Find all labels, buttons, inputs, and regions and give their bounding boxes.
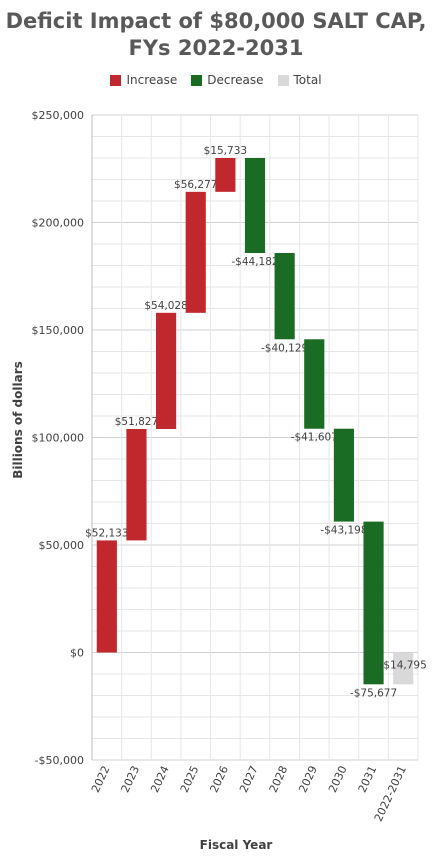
bar-2031 xyxy=(363,521,384,685)
legend-swatch-total xyxy=(277,74,289,86)
y-tick-label: $250,000 xyxy=(32,109,85,122)
bar-2023 xyxy=(126,428,147,541)
bar-2024 xyxy=(156,312,177,429)
x-axis-label: Fiscal Year xyxy=(199,838,273,852)
legend-item-total: Total xyxy=(277,73,322,87)
legend-item-decrease: Decrease xyxy=(191,73,264,87)
x-tick-label: 2028 xyxy=(267,764,291,795)
x-tick-label: 2023 xyxy=(119,764,143,795)
data-label: -$41,607 xyxy=(291,432,338,444)
chart-title-line1: Deficit Impact of $80,000 SALT CAP, xyxy=(5,9,427,33)
y-tick-label: $100,000 xyxy=(32,432,85,445)
data-label: $54,028 xyxy=(144,300,187,312)
data-label: $15,733 xyxy=(204,145,247,157)
y-tick-label: $50,000 xyxy=(39,539,85,552)
bar-2022 xyxy=(96,540,117,653)
bar-2025 xyxy=(185,191,206,313)
legend-label-increase: Increase xyxy=(126,73,178,87)
y-axis-label: Billions of dollars xyxy=(11,361,25,479)
bar-2026 xyxy=(215,158,236,192)
x-tick-label: 2031 xyxy=(356,764,380,795)
legend-swatch-increase xyxy=(110,74,122,86)
x-tick-label: 2025 xyxy=(178,764,202,795)
data-label: -$75,677 xyxy=(350,687,397,699)
x-tick-label: 2029 xyxy=(296,764,320,795)
data-label: -$44,182 xyxy=(231,256,278,268)
bar-2029 xyxy=(304,339,325,429)
y-tick-label: $200,000 xyxy=(32,217,85,230)
y-tick-label: $0 xyxy=(70,647,84,660)
chart-title: Deficit Impact of $80,000 SALT CAP, FYs … xyxy=(0,8,432,62)
legend-item-increase: Increase xyxy=(110,73,177,87)
x-tick-label: 2024 xyxy=(148,764,172,795)
legend-label-decrease: Decrease xyxy=(207,73,264,87)
data-label: -$40,129 xyxy=(261,342,308,354)
data-label: -$14,795 xyxy=(380,660,427,672)
legend-label-total: Total xyxy=(293,73,322,87)
x-tick-label: 2022 xyxy=(89,764,113,795)
data-label: $51,827 xyxy=(115,416,158,428)
bar-2028 xyxy=(274,252,295,340)
x-tick-label: 2026 xyxy=(207,764,231,795)
bar-2022-2031 xyxy=(393,652,414,685)
data-label: $52,133 xyxy=(85,527,128,539)
chart-title-line2: FYs 2022-2031 xyxy=(128,36,304,60)
x-tick-label: 2030 xyxy=(326,764,350,795)
bar-2027 xyxy=(244,158,266,253)
bar-2030 xyxy=(333,428,354,522)
legend: Increase Decrease Total xyxy=(0,73,432,87)
data-label: $56,277 xyxy=(174,179,217,191)
data-label: -$43,198 xyxy=(320,525,367,537)
y-tick-label: -$50,000 xyxy=(35,754,84,767)
y-tick-label: $150,000 xyxy=(32,324,85,337)
x-tick-label: 2027 xyxy=(237,764,261,795)
legend-swatch-decrease xyxy=(191,74,203,86)
